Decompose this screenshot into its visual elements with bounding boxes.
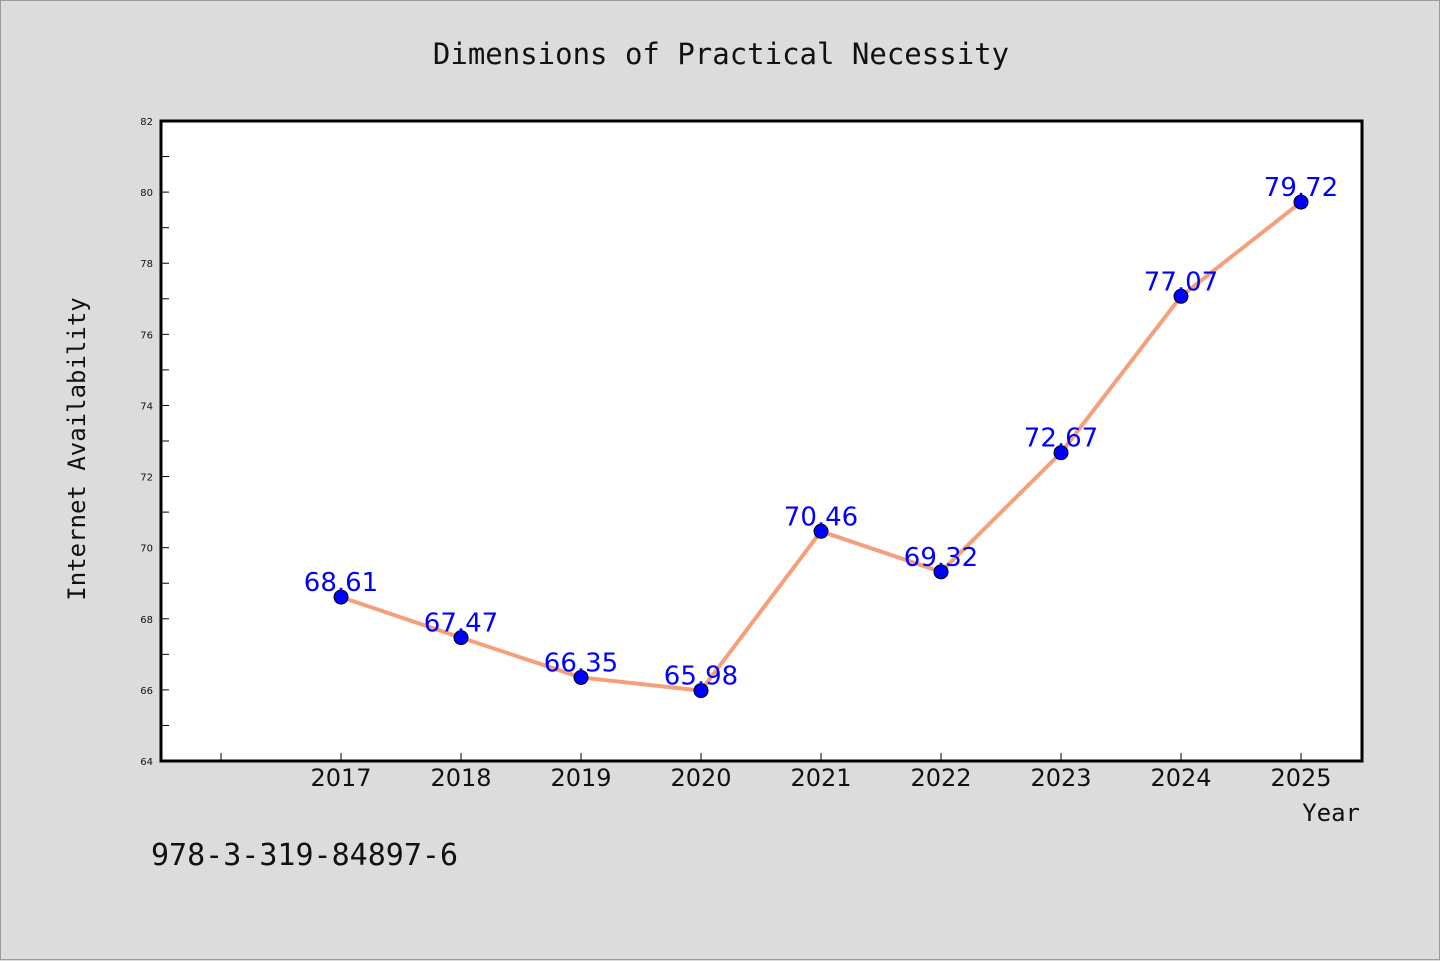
data-label: 65.98: [664, 662, 738, 692]
data-label: 79.72: [1264, 173, 1338, 203]
data-point: [1173, 288, 1189, 304]
data-label: 70.46: [784, 502, 858, 532]
x-tick-label: 2022: [910, 764, 971, 792]
data-label: 72.67: [1024, 424, 1098, 454]
y-tick-label: 74: [140, 401, 153, 412]
x-tick-label: 2020: [670, 764, 731, 792]
y-tick-label: 80: [140, 188, 153, 199]
data-point: [1293, 194, 1309, 210]
x-tick-label: 2018: [430, 764, 491, 792]
isbn-watermark: 978-3-319-84897-6: [151, 838, 458, 873]
data-labels: 68.61 67.47 66.35 65.98 70.46 69.32 72.67 77.07…: [304, 173, 1338, 692]
data-label: 66.35: [544, 648, 618, 678]
y-tick-label: 68: [140, 615, 153, 626]
data-point: [453, 630, 469, 646]
data-point: [573, 669, 589, 685]
data-point-markers: [333, 194, 1309, 699]
x-axis-label: Year: [1302, 799, 1360, 827]
x-tick-label: 2024: [1150, 764, 1211, 792]
y-axis-ticks: 64 66 68 70 72 74 76 78 80 82: [140, 117, 169, 768]
x-tick-label: 2017: [310, 764, 371, 792]
data-label: 67.47: [424, 609, 498, 639]
data-point: [933, 564, 949, 580]
chart-title: Dimensions of Practical Necessity: [433, 37, 1009, 71]
data-point: [693, 683, 709, 699]
data-point: [1053, 445, 1069, 461]
x-tick-label: 2025: [1270, 764, 1331, 792]
plot-area: [159, 119, 1364, 763]
x-tick-label: 2023: [1030, 764, 1091, 792]
y-tick-label: 70: [140, 544, 153, 555]
y-tick-label: 78: [140, 259, 153, 270]
data-point: [813, 523, 829, 539]
data-label: 77.07: [1144, 267, 1218, 297]
y-tick-label: 66: [140, 686, 153, 697]
y-tick-label: 82: [140, 117, 153, 128]
x-tick-label: 2021: [790, 764, 851, 792]
y-axis-label: Internet Availability: [63, 297, 91, 600]
data-label: 69.32: [904, 543, 978, 573]
data-point: [333, 589, 349, 605]
x-tick-label: 2019: [550, 764, 611, 792]
y-tick-label: 76: [140, 330, 153, 341]
y-tick-label: 72: [140, 473, 153, 484]
x-axis-ticks: 2017 2018 2019 2020 2021 2022 2023 2024 2025: [220, 753, 1332, 792]
data-label: 68.61: [304, 568, 378, 598]
y-tick-label: 64: [140, 757, 153, 768]
